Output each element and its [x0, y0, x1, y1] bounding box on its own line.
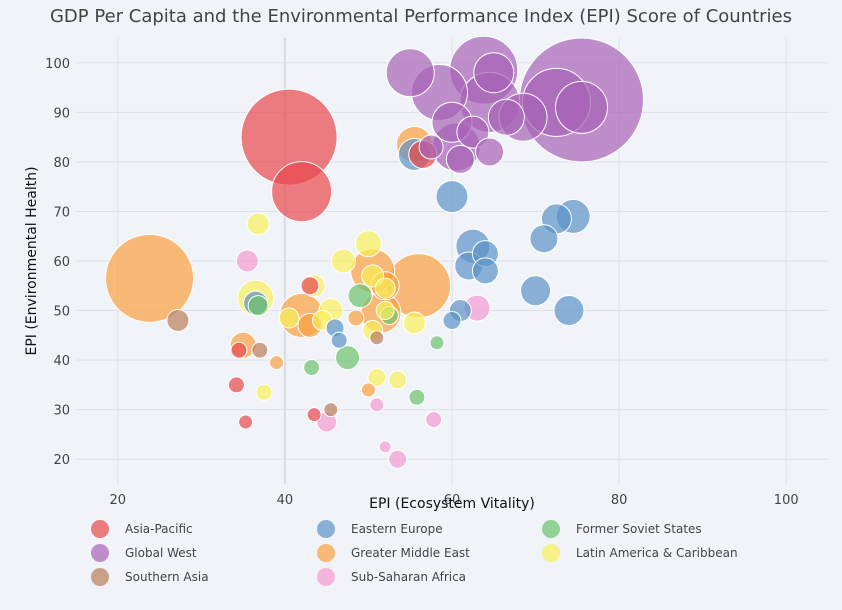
- point-southern-asia[interactable]: [251, 341, 269, 359]
- y-tick-label: 40: [53, 354, 70, 369]
- x-axis-label: EPI (Ecosystem Vitality): [369, 496, 535, 512]
- x-tick-label: 100: [774, 493, 799, 508]
- legend-label: Asia-Pacific: [125, 522, 193, 536]
- x-tick-label: 40: [277, 493, 294, 508]
- tick-labels: 20 40 60 80 100 20 30 40 50 60 70 80 90 100: [45, 57, 798, 508]
- point-global-west[interactable]: [418, 134, 444, 160]
- x-tick-label: 20: [110, 493, 127, 508]
- x-tick-label: 60: [444, 493, 461, 508]
- point-asia-pacific[interactable]: [271, 161, 333, 223]
- legend-marker: [317, 520, 335, 538]
- point-asia-pacific[interactable]: [306, 407, 322, 423]
- point-former-soviet-states[interactable]: [303, 359, 321, 377]
- legend-item[interactable]: Latin America & Caribbean: [542, 544, 738, 562]
- legend-marker: [542, 544, 560, 562]
- chart-title: GDP Per Capita and the Environmental Per…: [49, 6, 793, 27]
- legend-item[interactable]: Former Soviet States: [542, 520, 702, 538]
- point-eastern-europe[interactable]: [435, 180, 469, 214]
- legend-label: Former Soviet States: [576, 522, 702, 536]
- point-latin-america-caribbean[interactable]: [278, 307, 300, 329]
- point-former-soviet-states[interactable]: [247, 295, 269, 317]
- point-asia-pacific[interactable]: [300, 276, 320, 296]
- point-former-soviet-states[interactable]: [429, 335, 445, 351]
- y-tick-label: 30: [53, 404, 70, 419]
- point-latin-america-caribbean[interactable]: [388, 370, 408, 390]
- point-latin-america-caribbean[interactable]: [246, 212, 270, 236]
- point-latin-america-caribbean[interactable]: [375, 301, 395, 321]
- legend-marker: [317, 544, 335, 562]
- legend-item[interactable]: Asia-Pacific: [91, 520, 193, 538]
- legend-label: Sub-Saharan Africa: [351, 570, 466, 584]
- point-southern-asia[interactable]: [369, 330, 385, 346]
- point-former-soviet-states[interactable]: [408, 388, 426, 406]
- point-greater-middle-east[interactable]: [105, 233, 195, 323]
- point-greater-middle-east[interactable]: [347, 309, 365, 327]
- y-tick-label: 50: [53, 305, 70, 320]
- point-global-west[interactable]: [385, 48, 435, 98]
- legend-marker: [91, 520, 109, 538]
- point-global-west[interactable]: [487, 98, 525, 136]
- point-global-west[interactable]: [473, 52, 515, 94]
- legend-label: Latin America & Caribbean: [576, 546, 738, 560]
- point-eastern-europe[interactable]: [471, 257, 499, 285]
- point-global-west[interactable]: [555, 80, 609, 134]
- point-asia-pacific[interactable]: [227, 376, 245, 394]
- point-latin-america-caribbean[interactable]: [367, 367, 387, 387]
- points: [105, 35, 645, 469]
- point-latin-america-caribbean[interactable]: [255, 383, 273, 401]
- y-axis-label: EPI (Environmental Health): [24, 166, 40, 355]
- point-latin-america-caribbean[interactable]: [330, 248, 356, 274]
- point-former-soviet-states[interactable]: [347, 283, 373, 309]
- point-southern-asia[interactable]: [323, 402, 339, 418]
- legend-item[interactable]: Eastern Europe: [317, 520, 443, 538]
- legend-label: Southern Asia: [125, 570, 209, 584]
- point-global-west[interactable]: [456, 115, 490, 149]
- point-greater-middle-east[interactable]: [269, 355, 285, 371]
- legend-marker: [542, 520, 560, 538]
- point-eastern-europe[interactable]: [442, 310, 462, 330]
- legend-item[interactable]: Sub-Saharan Africa: [317, 568, 466, 586]
- legend-marker: [91, 568, 109, 586]
- point-global-west[interactable]: [445, 144, 475, 174]
- legend-item[interactable]: Greater Middle East: [317, 544, 470, 562]
- point-sub-saharan-africa[interactable]: [235, 249, 259, 273]
- y-tick-label: 80: [53, 156, 70, 171]
- point-greater-middle-east[interactable]: [360, 382, 376, 398]
- legend-label: Eastern Europe: [351, 522, 443, 536]
- point-asia-pacific[interactable]: [230, 341, 248, 359]
- x-tick-label: 80: [611, 493, 628, 508]
- y-tick-label: 20: [53, 453, 70, 468]
- point-eastern-europe[interactable]: [520, 275, 552, 307]
- point-sub-saharan-africa[interactable]: [388, 449, 408, 469]
- legend-item[interactable]: Global West: [91, 544, 197, 562]
- point-southern-asia[interactable]: [166, 308, 190, 332]
- point-eastern-europe[interactable]: [330, 331, 348, 349]
- y-tick-label: 90: [53, 106, 70, 121]
- point-asia-pacific[interactable]: [238, 414, 254, 430]
- point-latin-america-caribbean[interactable]: [354, 230, 382, 258]
- legend-marker: [317, 568, 335, 586]
- y-tick-label: 100: [45, 57, 70, 72]
- point-sub-saharan-africa[interactable]: [378, 440, 392, 454]
- legend-item[interactable]: Southern Asia: [91, 568, 209, 586]
- point-latin-america-caribbean[interactable]: [374, 277, 396, 299]
- point-global-west[interactable]: [475, 137, 505, 167]
- y-tick-label: 60: [53, 255, 70, 270]
- legend[interactable]: Asia-Pacific Global West Southern Asia East…: [91, 520, 738, 586]
- legend-label: Greater Middle East: [351, 546, 470, 560]
- y-tick-label: 70: [53, 205, 70, 220]
- point-eastern-europe[interactable]: [553, 295, 585, 327]
- point-sub-saharan-africa[interactable]: [369, 397, 385, 413]
- point-eastern-europe[interactable]: [529, 224, 559, 254]
- point-former-soviet-states[interactable]: [335, 345, 361, 371]
- legend-marker: [91, 544, 109, 562]
- point-sub-saharan-africa[interactable]: [425, 411, 443, 429]
- legend-label: Global West: [125, 546, 197, 560]
- point-latin-america-caribbean[interactable]: [402, 311, 426, 335]
